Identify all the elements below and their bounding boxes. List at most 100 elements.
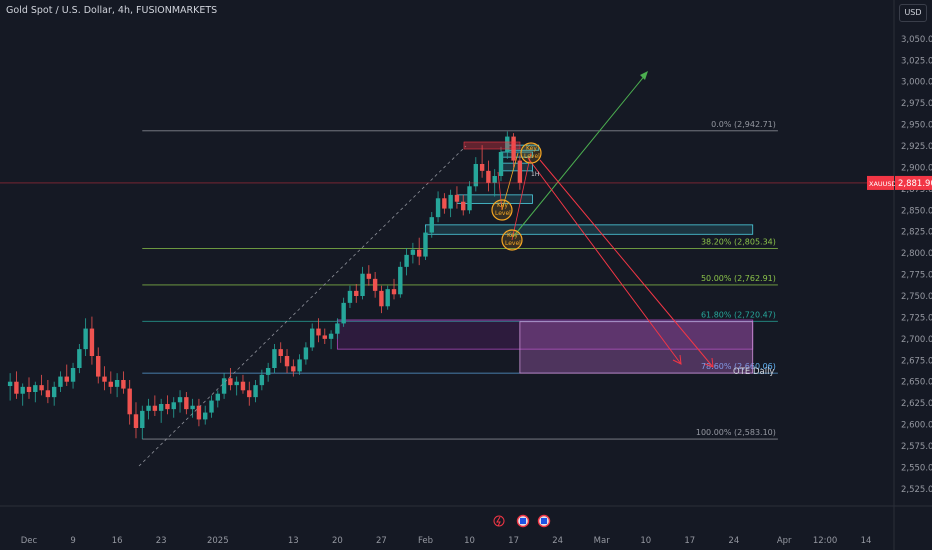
key-level-marker bbox=[520, 142, 542, 164]
candle-body bbox=[297, 359, 302, 372]
candle-body bbox=[234, 381, 239, 386]
bear-arrow-line-1 bbox=[527, 157, 682, 365]
candle-body bbox=[133, 414, 139, 428]
candle-body bbox=[404, 254, 409, 267]
key-level-marker bbox=[501, 229, 523, 251]
candle-body bbox=[45, 390, 51, 398]
candle-body bbox=[309, 328, 315, 348]
path-line-2 bbox=[511, 152, 532, 241]
candle-body bbox=[429, 217, 434, 233]
zones bbox=[336, 319, 754, 374]
flag-icon-fill bbox=[520, 518, 526, 524]
trend-dashed-line bbox=[138, 145, 467, 467]
candle-body bbox=[492, 176, 497, 183]
x-tick-label: Apr bbox=[777, 536, 792, 546]
flag-icon-fill bbox=[541, 518, 547, 524]
candle-body bbox=[121, 380, 126, 389]
price-label: 2,881.90 bbox=[898, 179, 932, 189]
time-axis: Dec 9 16 23 2025 13 20 27 Feb 10 17 24 Mar 10 17 24 Apr 1… bbox=[21, 536, 872, 546]
candle-body bbox=[272, 349, 277, 368]
candle-body bbox=[278, 349, 283, 356]
y-tick-label: 2,800.00 bbox=[901, 249, 932, 259]
symbol-label: XAUUSD bbox=[869, 180, 897, 188]
candle-body bbox=[454, 194, 460, 202]
y-tick-label: 2,650.00 bbox=[901, 378, 932, 388]
y-tick-label: 2,850.00 bbox=[901, 206, 932, 216]
candle-body bbox=[505, 136, 510, 152]
x-tick-label: 2025 bbox=[207, 536, 229, 546]
candles bbox=[7, 131, 523, 440]
lightning-icon bbox=[493, 515, 505, 527]
candle-body bbox=[291, 366, 296, 372]
key-level-text: Key bbox=[526, 145, 537, 152]
bull-arrow-head bbox=[640, 71, 648, 80]
candle-body bbox=[284, 356, 290, 367]
candle-body bbox=[215, 393, 220, 401]
candle-body bbox=[410, 249, 416, 255]
x-tick-label: 10 bbox=[640, 536, 651, 546]
x-tick-label: 24 bbox=[552, 536, 563, 546]
candle-body bbox=[247, 390, 252, 398]
candle-body bbox=[51, 386, 57, 398]
candle-body bbox=[328, 333, 334, 339]
key-level-text: Key bbox=[497, 202, 508, 209]
candle-body bbox=[498, 152, 504, 176]
candle-body bbox=[77, 349, 82, 368]
candle-body bbox=[265, 368, 271, 375]
annotations: Key Level 1H Key Level Key Level OTE Dai… bbox=[491, 142, 774, 377]
y-tick-label: 2,600.00 bbox=[901, 421, 932, 431]
candle-body bbox=[7, 381, 13, 386]
candle-body bbox=[379, 290, 384, 307]
candle-body bbox=[322, 335, 327, 339]
candle-body bbox=[398, 266, 403, 295]
candle-body bbox=[259, 374, 265, 386]
path-line-1 bbox=[497, 171, 503, 211]
candle-body bbox=[203, 412, 208, 420]
price-tag bbox=[895, 175, 932, 190]
candle-body bbox=[360, 273, 365, 296]
y-tick-label: 2,625.00 bbox=[901, 399, 932, 409]
x-tick-label: 24 bbox=[728, 536, 739, 546]
zone-label: OTE Daily bbox=[733, 367, 774, 377]
candle-body bbox=[114, 380, 120, 387]
fib-label: 100.00% (2,583.10) bbox=[696, 428, 776, 437]
candle-body bbox=[140, 410, 145, 428]
y-tick-label: 2,975.00 bbox=[901, 99, 932, 109]
key-level-text: Key bbox=[507, 232, 518, 239]
fib-label: 61.80% (2,720.47) bbox=[701, 310, 776, 319]
candle-body bbox=[385, 289, 390, 307]
candle-body bbox=[39, 385, 44, 391]
fib-label: 78.60% (2,660.06) bbox=[701, 362, 776, 371]
y-tick-label: 2,675.00 bbox=[901, 356, 932, 366]
y-tick-label: 2,775.00 bbox=[901, 271, 932, 281]
candle-body bbox=[354, 290, 359, 296]
candle-body bbox=[391, 289, 397, 295]
drawings bbox=[138, 71, 714, 467]
candle-body bbox=[14, 381, 19, 394]
chart-title: Gold Spot / U.S. Dollar, 4h, FUSIONMARKE… bbox=[6, 5, 218, 16]
candle-body bbox=[127, 388, 132, 415]
ote-zone bbox=[336, 319, 754, 350]
candle-body bbox=[341, 302, 346, 324]
currency-button[interactable]: USD bbox=[899, 4, 927, 22]
candle-body bbox=[467, 186, 472, 211]
candle-body bbox=[416, 249, 422, 257]
candle-body bbox=[20, 386, 25, 394]
candle-body bbox=[70, 368, 76, 382]
fib-label: 0.0% (2,942.71) bbox=[711, 120, 776, 129]
ote-zone bbox=[519, 321, 754, 374]
candle-body bbox=[165, 404, 170, 410]
candle-body bbox=[448, 194, 453, 209]
y-tick-label: 3,025.00 bbox=[901, 56, 932, 66]
candle-body bbox=[228, 378, 233, 386]
x-tick-label: 17 bbox=[508, 536, 519, 546]
y-tick-label: 2,750.00 bbox=[901, 292, 932, 302]
bear-arrow-head-2 bbox=[704, 357, 714, 368]
candle-body bbox=[146, 405, 151, 411]
key-level-sub: Level bbox=[505, 240, 521, 247]
x-tick-label: 16 bbox=[112, 536, 123, 546]
candle-body bbox=[83, 328, 88, 350]
